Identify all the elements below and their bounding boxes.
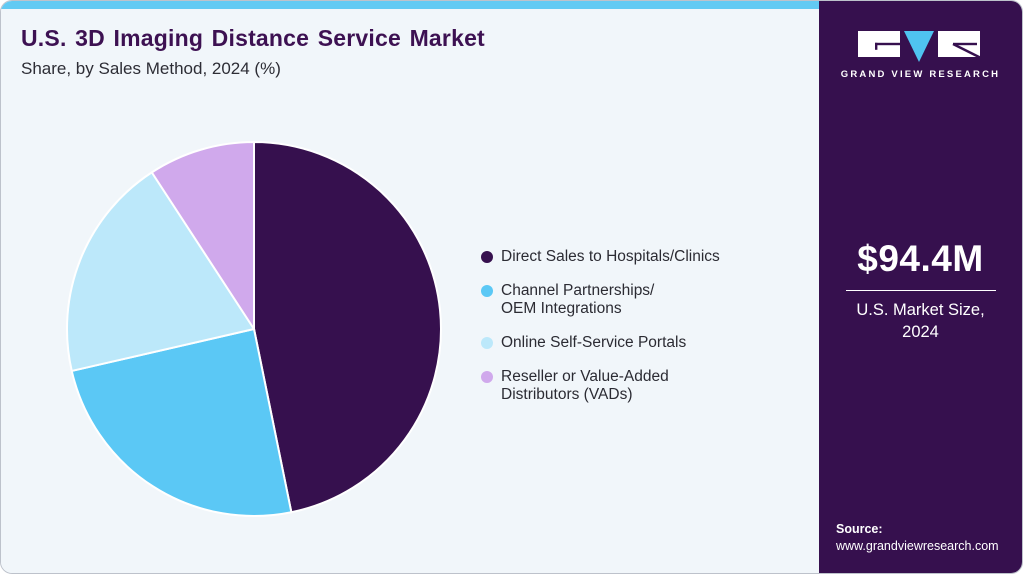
legend-item: Reseller or Value-Added Distributors (VA… bbox=[481, 368, 811, 404]
pie-chart-svg bbox=[65, 141, 442, 517]
legend-bullet-icon bbox=[481, 371, 493, 383]
legend-item: Channel Partnerships/ OEM Integrations bbox=[481, 282, 811, 318]
header: U.S. 3D Imaging Distance Service Market … bbox=[21, 25, 809, 79]
legend-label: Online Self-Service Portals bbox=[501, 334, 687, 351]
market-size-caption: U.S. Market Size, 2024 bbox=[856, 301, 985, 341]
pie-slice-3 bbox=[150, 141, 255, 330]
brand-logo: GRAND VIEW RESEARCH bbox=[819, 29, 1022, 80]
legend: Direct Sales to Hospitals/Clinics Channe… bbox=[481, 248, 811, 420]
legend-label: Channel Partnerships/ OEM Integrations bbox=[501, 282, 655, 317]
legend-item: Online Self-Service Portals bbox=[481, 334, 811, 352]
legend-bullet-icon bbox=[481, 337, 493, 349]
legend-item: Direct Sales to Hospitals/Clinics bbox=[481, 248, 811, 266]
pie-chart bbox=[65, 140, 443, 518]
chart-area: U.S. 3D Imaging Distance Service Market … bbox=[1, 1, 819, 573]
page-subtitle: Share, by Sales Method, 2024 (%) bbox=[21, 59, 281, 78]
pie-slice-2 bbox=[65, 171, 255, 372]
market-size-value: $94.4M bbox=[857, 238, 984, 279]
pie-slice-0 bbox=[253, 141, 442, 514]
source-url: www.grandviewresearch.com bbox=[836, 539, 999, 553]
legend-label: Reseller or Value-Added Distributors (VA… bbox=[501, 368, 669, 403]
divider bbox=[845, 290, 996, 291]
legend-label: Direct Sales to Hospitals/Clinics bbox=[501, 248, 720, 265]
legend-bullet-icon bbox=[481, 251, 493, 263]
pie-slice-1 bbox=[70, 328, 293, 517]
sidebar: GRAND VIEW RESEARCH $94.4M U.S. Market S… bbox=[819, 1, 1022, 573]
market-size-block: $94.4M U.S. Market Size, 2024 bbox=[819, 238, 1022, 343]
top-accent-bar bbox=[1, 1, 819, 9]
page-title: U.S. 3D Imaging Distance Service Market bbox=[21, 25, 485, 51]
gvr-logo-icon bbox=[857, 31, 981, 62]
source-block: Source: www.grandviewresearch.com bbox=[836, 522, 999, 553]
legend-bullet-icon bbox=[481, 285, 493, 297]
source-label: Source: bbox=[836, 522, 883, 536]
brand-name: GRAND VIEW RESEARCH bbox=[840, 69, 1001, 80]
